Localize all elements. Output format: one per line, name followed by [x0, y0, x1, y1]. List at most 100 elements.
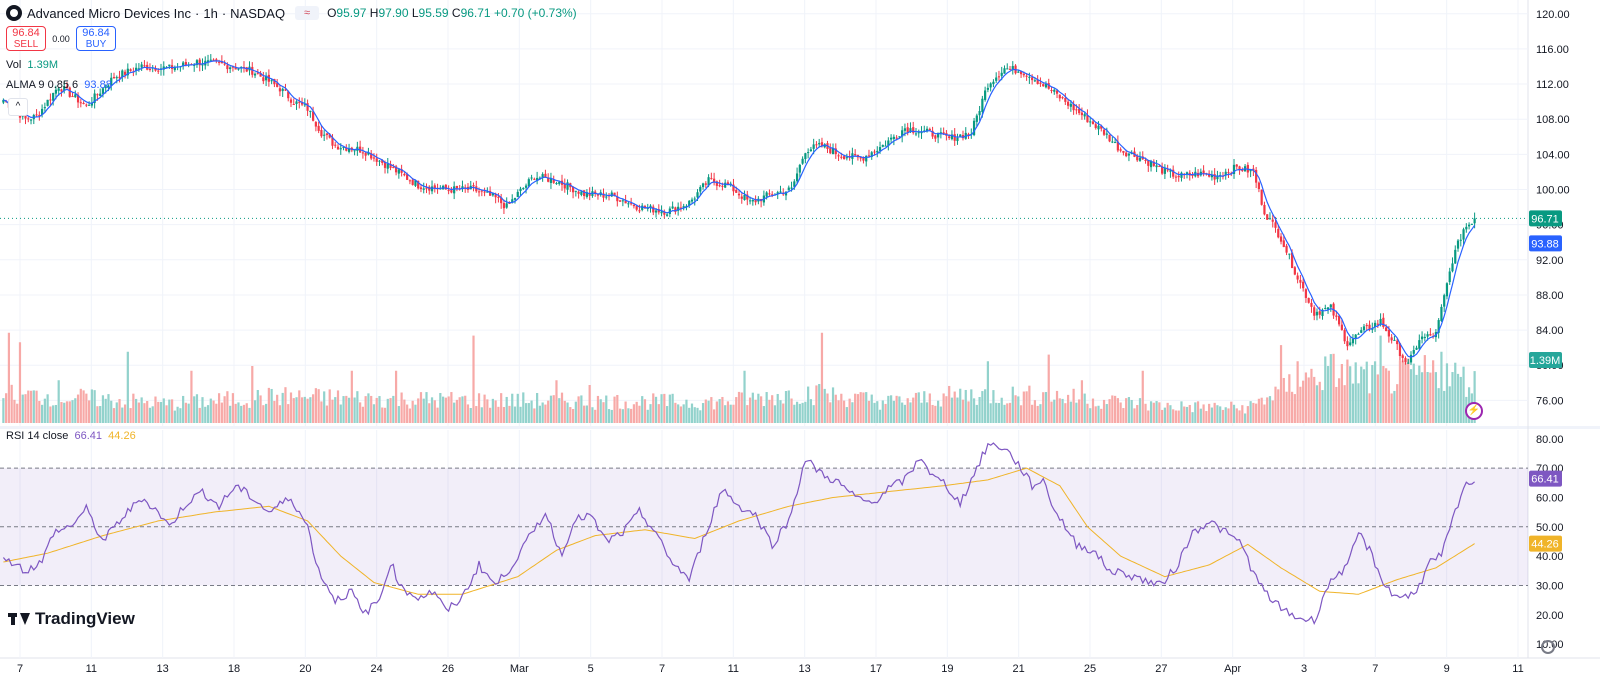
symbol-header[interactable]: Advanced Micro Devices Inc · 1h · NASDAQ…: [6, 3, 577, 23]
time-tick-label: 7: [659, 663, 665, 675]
volume-bar: [953, 391, 956, 423]
candle-body: [461, 186, 464, 189]
candle-body: [328, 134, 331, 138]
price-tick-label: 104.00: [1536, 149, 1570, 161]
volume-bar: [345, 395, 348, 423]
candle-body: [1368, 324, 1371, 330]
volume-bar: [986, 361, 989, 423]
volume-bar: [1340, 364, 1343, 423]
collapse-legend-icon[interactable]: ^: [8, 98, 28, 116]
candle-body: [1083, 114, 1086, 117]
volume-bar: [1216, 405, 1219, 423]
volume-bar: [187, 403, 190, 423]
volume-bar: [433, 400, 436, 423]
candle-body: [632, 204, 636, 207]
volume-bar: [157, 401, 160, 423]
volume-bar: [809, 399, 813, 423]
volume-bar: [1224, 407, 1227, 423]
candle-body: [511, 199, 514, 203]
candle-body: [1047, 83, 1050, 89]
candle-body: [1161, 166, 1164, 174]
volume-bar: [616, 394, 619, 423]
volume-bar: [447, 396, 450, 423]
candle-body: [1180, 172, 1183, 178]
flash-icon[interactable]: ⚡: [1465, 402, 1483, 420]
candle-body: [1138, 157, 1142, 161]
candle-body: [1125, 152, 1128, 157]
volume-bar: [1241, 405, 1244, 423]
candle-body: [1058, 94, 1061, 99]
volume-bar: [1432, 360, 1435, 423]
buy-button[interactable]: 96.84 BUY: [76, 26, 116, 51]
candle-body: [707, 177, 710, 186]
amd-logo-icon: [6, 5, 22, 21]
candle-body: [1072, 104, 1075, 111]
volume-bar: [389, 398, 392, 423]
volume-bar: [71, 400, 74, 423]
candle-body: [1318, 311, 1321, 315]
rsi-lines: [2, 442, 1475, 625]
symbol-name[interactable]: Advanced Micro Devices Inc: [27, 5, 192, 21]
volume-bar: [513, 406, 517, 423]
volume-bar: [184, 402, 188, 423]
volume-bar: [234, 403, 237, 423]
volume-bar: [804, 401, 807, 423]
sell-button[interactable]: 96.84 SELL: [6, 26, 46, 51]
volume-bar: [1136, 405, 1139, 423]
candle-body: [1263, 204, 1266, 215]
interval[interactable]: 1h: [203, 5, 218, 21]
volume-bar: [881, 400, 884, 423]
volume-bar: [508, 405, 511, 423]
volume-bar: [1296, 361, 1299, 423]
volume-bar: [782, 403, 785, 423]
candle-body: [787, 187, 790, 191]
volume-legend[interactable]: Vol 1.39M: [6, 59, 58, 71]
candle-body: [948, 136, 951, 138]
volume-bar: [1219, 406, 1222, 423]
time-tick-label: 13: [157, 663, 169, 675]
candle-body: [967, 133, 970, 135]
candle-body: [818, 142, 821, 145]
volume-bar: [737, 391, 741, 423]
rsi-legend[interactable]: RSI 14 close 66.41 44.26: [6, 430, 136, 442]
candle-body: [226, 65, 229, 70]
candle-body: [375, 158, 378, 162]
volume-bar: [1310, 368, 1313, 423]
candle-body: [1022, 73, 1025, 76]
volume-bar: [212, 400, 215, 423]
volume-bar: [312, 394, 315, 423]
candle-body: [627, 203, 630, 205]
candle-body: [1089, 121, 1092, 123]
candle-body: [1321, 309, 1324, 316]
volume-bar: [873, 402, 876, 423]
candle-body: [1401, 355, 1404, 358]
compare-icon[interactable]: ≈: [295, 6, 320, 20]
alma-legend[interactable]: ALMA 9 0.85 6 93.88: [6, 79, 112, 91]
candle-body: [1227, 172, 1230, 174]
candle-body: [417, 180, 420, 189]
ohlc-values: O95.97 H97.90 L95.59 C96.71 +0.70 (+0.73…: [327, 6, 577, 20]
volume-bar: [314, 388, 317, 423]
volume-bar: [820, 332, 824, 423]
gear-icon[interactable]: [1541, 640, 1555, 654]
candle-body: [1144, 159, 1147, 161]
time-tick-label: 5: [588, 663, 594, 675]
tradingview-logo[interactable]: TradingView: [8, 609, 135, 629]
candle-body: [320, 129, 323, 137]
candle-body: [887, 140, 890, 146]
volume-bar: [1299, 386, 1302, 423]
volume-bar: [328, 389, 331, 423]
volume-bar: [1097, 405, 1100, 423]
candle-body: [1127, 153, 1131, 156]
volume-bar: [1426, 372, 1429, 423]
candle-body: [52, 93, 55, 101]
volume-bar: [574, 401, 577, 423]
volume-bar: [1451, 372, 1454, 423]
volume-bar: [1279, 345, 1283, 423]
volume-bar: [511, 393, 514, 423]
volume-bar: [964, 389, 967, 423]
candle-body: [884, 145, 887, 147]
volume-bar: [430, 397, 434, 423]
candle-body: [1044, 84, 1048, 88]
